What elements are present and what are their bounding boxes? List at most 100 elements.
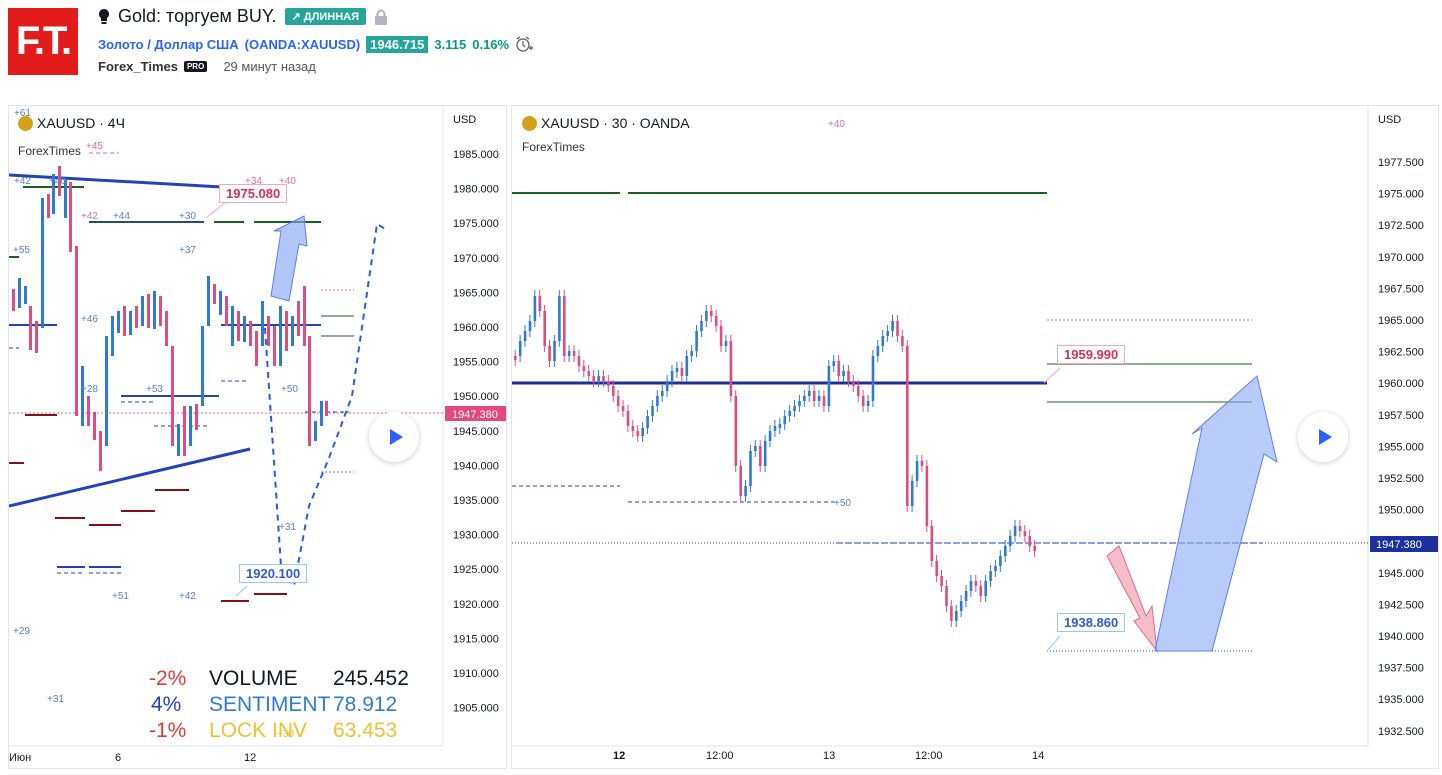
candle-body: [974, 581, 978, 586]
candle-body: [729, 341, 733, 396]
candle-body: [665, 381, 669, 391]
right-up-arrow: [1154, 375, 1278, 652]
stat-lockinv-pct: -1%: [149, 719, 187, 742]
candle-body: [592, 376, 595, 381]
candle-body: [886, 331, 889, 336]
mark: +30: [179, 211, 196, 222]
candle-body: [563, 296, 566, 356]
candle-body: [989, 571, 992, 581]
candle-body: [861, 396, 865, 406]
candle-body: [739, 466, 742, 496]
price-tick: 1962.500: [1378, 347, 1424, 359]
candle-body: [1008, 536, 1012, 546]
stat-volume-name: VOLUME: [209, 667, 298, 690]
right-play-button[interactable]: [1298, 412, 1348, 462]
price-tick: 1930.000: [453, 530, 499, 542]
candle-body: [744, 486, 747, 496]
price-tick: 1960.000: [453, 322, 499, 334]
price-tick: 1980.000: [453, 184, 499, 196]
candle-body: [763, 441, 767, 466]
candle-body: [538, 296, 542, 311]
forex-times-logo[interactable]: F.T.: [8, 8, 78, 75]
candle-body: [950, 606, 953, 621]
left-price-scale[interactable]: 1985.000 1980.000 1975.000 1970.000 1965.000…: [453, 149, 499, 715]
price-tick: 1950.000: [1378, 505, 1424, 517]
stat-volume-pct: -2%: [149, 667, 187, 690]
symbol-code-link[interactable]: (OANDA:XAUUSD): [244, 36, 361, 52]
pro-badge: PRO: [183, 61, 208, 72]
price-tick: 1935.000: [1378, 694, 1424, 706]
candle-body: [906, 346, 909, 506]
candle-body: [837, 361, 840, 376]
left-chart-canvas[interactable]: 1985.000 1980.000 1975.000 1970.000 1965.000…: [9, 106, 506, 768]
candle-body: [675, 368, 679, 372]
author-name[interactable]: Forex_Times: [98, 59, 178, 74]
candle-body: [612, 386, 615, 396]
right-time-tick-1: 12:00: [706, 750, 734, 762]
candle-body: [852, 381, 855, 386]
candle-body: [1028, 536, 1032, 546]
price-tick: 1955.000: [453, 357, 499, 369]
left-symbol-legend[interactable]: XAUUSD · 4Ч: [18, 115, 125, 131]
price-tick: 1940.000: [453, 460, 499, 472]
candle-body: [979, 586, 983, 596]
right-current-price: 1947.380: [1376, 539, 1422, 551]
candle-body: [636, 431, 640, 436]
last-price: 1946.715: [366, 35, 429, 53]
candle-body: [832, 361, 836, 366]
candle-body: [646, 416, 649, 428]
price-tick: 1970.000: [453, 253, 499, 265]
play-icon: [389, 429, 403, 445]
candle-body: [754, 446, 757, 451]
stat-sentiment-name: SENTIMENT: [209, 693, 331, 716]
mark: +31: [279, 522, 296, 533]
left-marks: +61 +45 +42 +40 +34 +40 +42 +44 +30 +55 …: [13, 108, 298, 740]
right-candles: [514, 290, 1036, 627]
mark: +34: [245, 176, 262, 187]
left-time-tick-2: 12: [244, 752, 256, 764]
price-tick: 1970.000: [1378, 252, 1424, 264]
mark: +53: [146, 384, 163, 395]
price-tick: 1985.000: [453, 149, 499, 161]
candle-body: [915, 461, 919, 481]
left-chart-panel[interactable]: 1985.000 1980.000 1975.000 1970.000 1965.000…: [8, 105, 507, 769]
candle-body: [710, 311, 713, 316]
stat-volume-value: 245.452: [333, 667, 409, 690]
candle-body: [984, 581, 987, 596]
lightbulb-icon: [99, 8, 109, 24]
candle-body: [661, 391, 664, 396]
right-symbol-legend[interactable]: XAUUSD · 30 · OANDA: [522, 115, 690, 131]
alarm-clock-icon[interactable]: [515, 35, 534, 53]
mark: +45: [86, 141, 103, 152]
candle-body: [803, 396, 806, 401]
candle-body: [959, 601, 963, 611]
mark: +42: [179, 591, 196, 602]
mark: +50: [281, 384, 298, 395]
candle-body: [641, 428, 644, 436]
right-currency: USD: [1378, 114, 1401, 126]
candle-body: [827, 366, 831, 406]
support-trendline: [9, 447, 251, 508]
right-price-scale[interactable]: 1977.500 1975.000 1972.500 1970.000 1967.500…: [1378, 157, 1424, 738]
right-chart-panel[interactable]: 1977.500 1975.000 1972.500 1970.000 1967.500…: [511, 105, 1439, 769]
price-tick: 1965.000: [1378, 315, 1424, 327]
candle-body: [734, 396, 738, 466]
candle-body: [548, 346, 551, 361]
left-play-button[interactable]: [369, 412, 419, 462]
candle-body: [788, 411, 791, 416]
candle-body: [514, 356, 517, 360]
candle-body: [1033, 546, 1036, 551]
right-symbol: XAUUSD · 30 · OANDA: [541, 115, 690, 131]
symbol-name-link[interactable]: Золото / Доллар США: [98, 36, 239, 52]
candle-body: [714, 316, 718, 326]
candle-body: [925, 466, 929, 526]
candle-body: [558, 296, 561, 341]
mark: +28: [81, 384, 98, 395]
right-chart-canvas[interactable]: 1977.500 1975.000 1972.500 1970.000 1967.500…: [512, 106, 1438, 768]
candle-body: [626, 411, 630, 426]
candle-body: [901, 336, 904, 346]
left-symbol: XAUUSD · 4Ч: [37, 115, 125, 131]
price-tick: 1932.500: [1378, 726, 1424, 738]
right-watermark: ForexTimes: [522, 140, 585, 154]
candle-body: [778, 424, 782, 428]
